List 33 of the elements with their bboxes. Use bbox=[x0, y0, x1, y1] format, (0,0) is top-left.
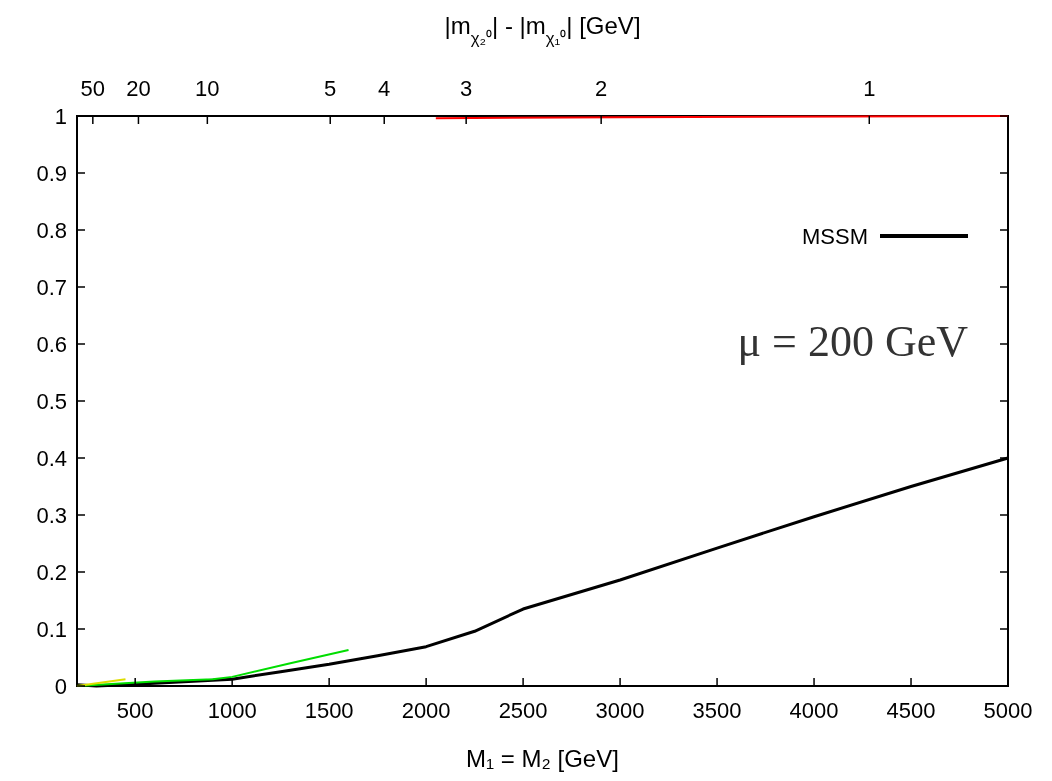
y-tick-label: 1 bbox=[54, 104, 67, 129]
y-tick-label: 0.7 bbox=[36, 275, 67, 300]
x2-axis-title: |m$_{χ₂⁰}$| - |m$_{χ₁⁰}$| [GeV] bbox=[444, 12, 641, 48]
y-tick-label: 0.4 bbox=[36, 446, 67, 471]
x-tick-label: 4500 bbox=[886, 698, 936, 723]
text: 20 bbox=[126, 76, 151, 101]
y-tick-label: 0.8 bbox=[36, 218, 67, 243]
x-tick-label: 500 bbox=[116, 698, 154, 723]
text: 3 bbox=[460, 76, 473, 101]
y-tick-label: 0.3 bbox=[36, 503, 67, 528]
y-tick-label: 0.2 bbox=[36, 560, 67, 585]
text: 4 bbox=[378, 76, 391, 101]
text: 5 bbox=[324, 76, 337, 101]
x-tick-label: 2500 bbox=[498, 698, 548, 723]
y-tick-label: 0.5 bbox=[36, 389, 67, 414]
x-tick-label: 4000 bbox=[789, 698, 839, 723]
y-tick-label: 0.6 bbox=[36, 332, 67, 357]
x-axis-title: M₁ = M₂ [GeV] bbox=[466, 745, 619, 772]
x-tick-label: 3500 bbox=[692, 698, 742, 723]
text: 10 bbox=[195, 76, 220, 101]
y-tick-label: 0.9 bbox=[36, 161, 67, 186]
legend-label: MSSM bbox=[802, 224, 868, 249]
text: 50 bbox=[80, 76, 106, 101]
annotation: μ = 200 GeV bbox=[737, 317, 969, 366]
y-tick-label: 0.1 bbox=[36, 617, 67, 642]
x-tick-label: 1500 bbox=[304, 698, 354, 723]
y-tick-label: 0 bbox=[54, 674, 67, 699]
text: 2 bbox=[595, 76, 608, 101]
text: 1 bbox=[863, 76, 876, 101]
x-tick-label: 1000 bbox=[207, 698, 257, 723]
x-tick-label: 3000 bbox=[595, 698, 645, 723]
x-tick-label: 2000 bbox=[401, 698, 451, 723]
x-tick-label: 5000 bbox=[983, 698, 1033, 723]
